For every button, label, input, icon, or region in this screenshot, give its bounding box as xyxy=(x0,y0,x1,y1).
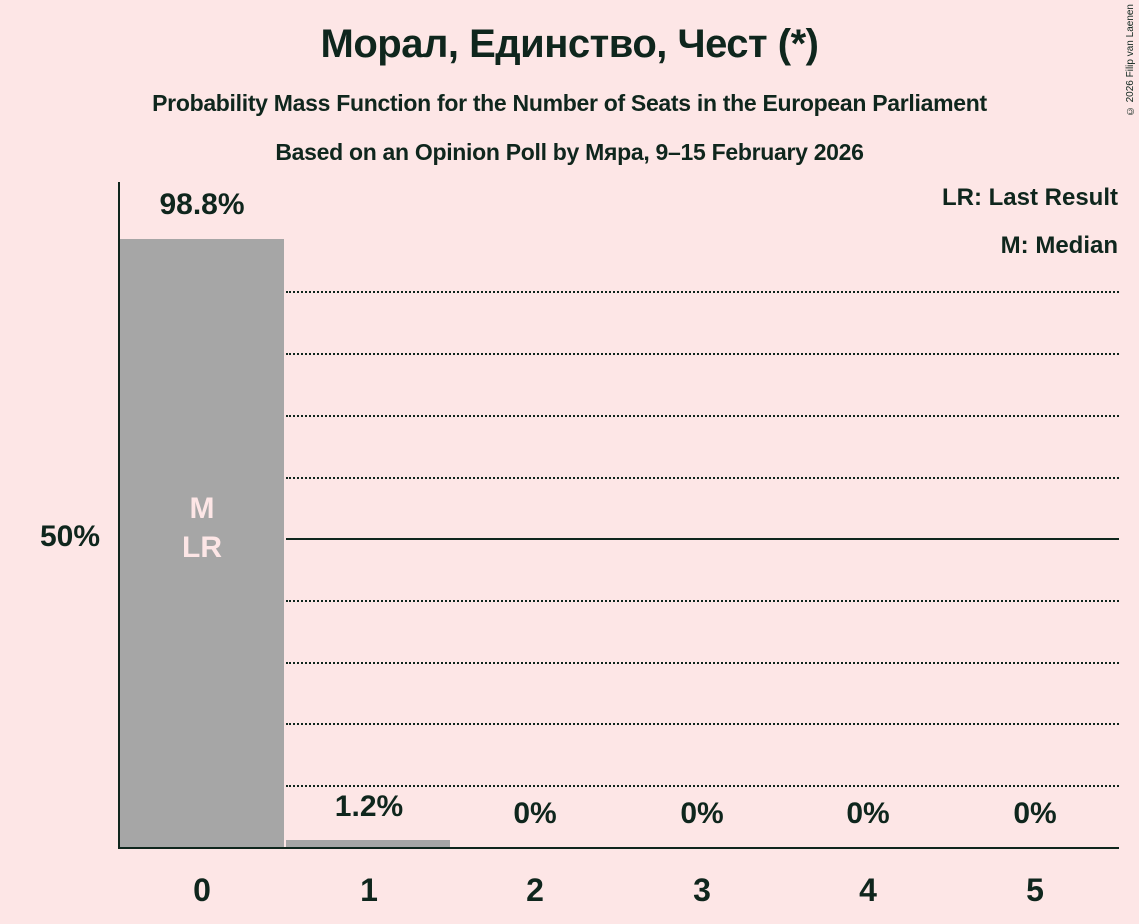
chart-subtitle: Probability Mass Function for the Number… xyxy=(152,90,987,116)
legend-median: M: Median xyxy=(1000,232,1118,259)
bar-label-5: 0% xyxy=(1013,797,1057,830)
gridline-80 xyxy=(286,353,1119,355)
bar-0 xyxy=(120,239,284,847)
x-tick-1: 1 xyxy=(360,872,378,908)
x-tick-5: 5 xyxy=(1026,872,1044,908)
bar-label-1: 1.2% xyxy=(334,790,404,823)
gridline-50 xyxy=(286,538,1119,540)
bar-1 xyxy=(286,840,450,847)
gridline-90 xyxy=(286,291,1119,293)
x-tick-3: 3 xyxy=(693,872,711,908)
bar-label-2: 0% xyxy=(513,797,557,830)
x-tick-0: 0 xyxy=(193,872,211,908)
x-tick-4: 4 xyxy=(859,872,877,908)
chart-title: Морал, Единство, Чест (*) xyxy=(320,22,819,66)
x-tick-2: 2 xyxy=(526,872,544,908)
gridline-70 xyxy=(286,415,1119,417)
median-marker: M xyxy=(189,492,215,525)
last-result-marker: LR xyxy=(182,531,222,564)
y-tick-50: 50% xyxy=(39,520,100,553)
gridline-30 xyxy=(286,662,1119,664)
bar-label-0: 98.8% xyxy=(159,188,245,221)
x-axis xyxy=(118,847,1119,849)
bar-label-4: 0% xyxy=(846,797,890,830)
y-axis xyxy=(118,182,120,849)
gridline-60 xyxy=(286,477,1119,479)
bar-label-3: 0% xyxy=(680,797,724,830)
chart-source: Based on an Opinion Poll by Мяра, 9–15 F… xyxy=(275,139,864,165)
gridline-20 xyxy=(286,723,1119,725)
gridline-10 xyxy=(286,785,1119,787)
copyright: © 2026 Filip van Laenen xyxy=(1125,4,1136,117)
legend-last-result: LR: Last Result xyxy=(941,184,1118,211)
gridline-40 xyxy=(286,600,1119,602)
